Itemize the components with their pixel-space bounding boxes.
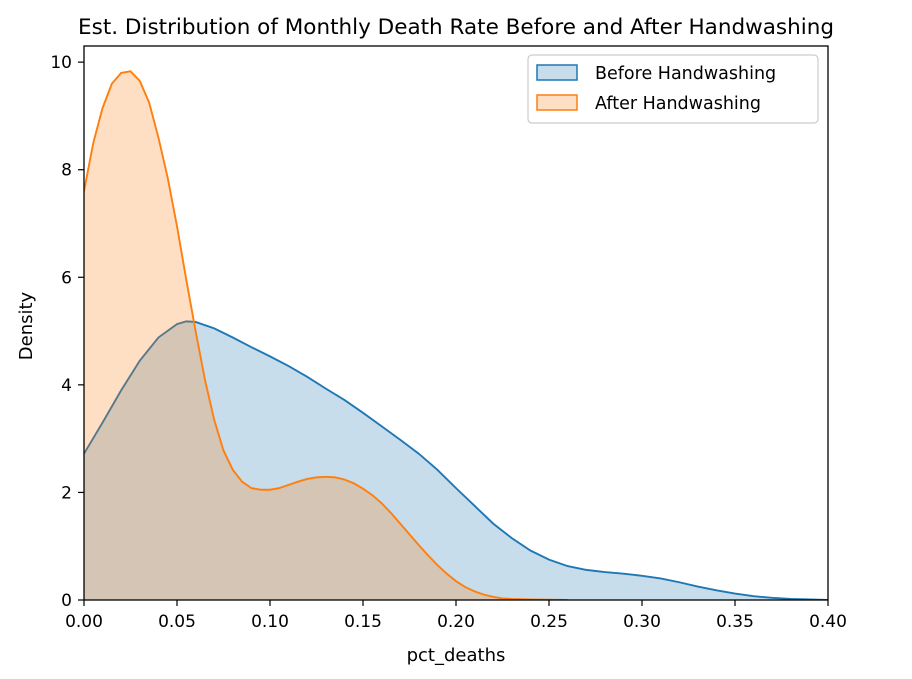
y-axis-label: Density xyxy=(16,291,37,360)
x-tick-label: 0.00 xyxy=(65,612,103,632)
legend-box xyxy=(527,54,819,124)
legend-swatch xyxy=(536,94,578,111)
y-tick-label: 2 xyxy=(61,483,72,503)
x-tick-label: 0.20 xyxy=(437,612,475,632)
y-tick-label: 8 xyxy=(61,161,72,181)
x-axis-label: pct_deaths xyxy=(407,645,506,666)
y-tick-label: 10 xyxy=(50,53,72,73)
density-line-after-handwashing xyxy=(84,70,568,600)
x-tick-label: 0.25 xyxy=(530,612,568,632)
legend-swatch xyxy=(536,64,578,81)
x-tick-label: 0.30 xyxy=(623,612,661,632)
y-tick-label: 4 xyxy=(61,376,72,396)
x-tick-label: 0.15 xyxy=(344,612,382,632)
x-tick-label: 0.05 xyxy=(158,612,196,632)
legend-label: After Handwashing xyxy=(595,94,761,114)
density-area-before-handwashing xyxy=(84,321,828,600)
density-area-after-handwashing xyxy=(84,71,568,600)
x-tick-label: 0.10 xyxy=(251,612,289,632)
legend: Before Handwashing After Handwashing xyxy=(527,54,819,124)
chart-title: Est. Distribution of Monthly Death Rate … xyxy=(78,15,834,40)
x-tick-label: 0.40 xyxy=(809,612,847,632)
x-tick-label: 0.35 xyxy=(716,612,754,632)
plot-area xyxy=(84,70,828,600)
legend-item-before-handwashing: Before Handwashing xyxy=(536,64,776,84)
legend-item-after-handwashing: After Handwashing xyxy=(536,94,761,114)
y-tick-label: 6 xyxy=(61,268,72,288)
axes: 0.00 0.05 0.10 0.15 0.20 0.25 0.30 0.35 0.40 0 2 4 6… xyxy=(50,45,847,632)
y-tick-label: 0 xyxy=(61,591,72,611)
legend-label: Before Handwashing xyxy=(595,64,776,84)
